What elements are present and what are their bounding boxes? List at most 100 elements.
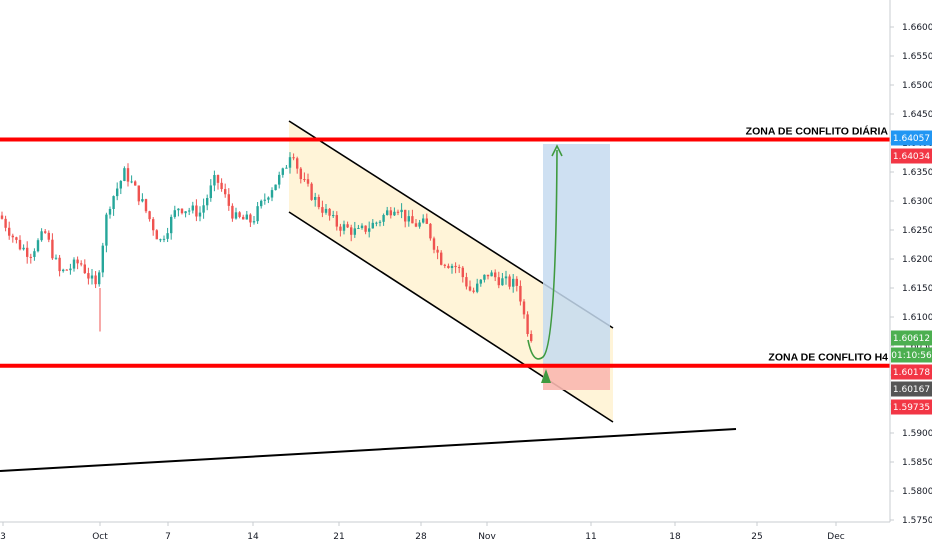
candle-body [321,207,324,213]
candle-body [339,226,342,231]
price-badge-text: 1.60178 [893,368,930,378]
upper-zone-label: ZONA DE CONFLITO DIÁRIA [746,125,889,138]
y-tick-label: 1.64500 [902,110,932,120]
time-axis[interactable]: 3 Oct 7 14 21 28 Nov 11 18 25 Dec [0,521,890,542]
candle-body [526,314,529,335]
price-badge: 1.60178 [891,364,932,380]
price-badge-text: 1.64034 [893,152,930,162]
candle-body [108,208,112,215]
price-badge-text: 1.64057 [893,134,930,144]
candle-body [497,277,500,286]
price-axis[interactable]: 1.660001.655001.650001.645001.640001.635… [889,0,932,526]
candle-body [242,216,245,220]
price-badge: 1.60167 [891,381,932,397]
candle-body [83,264,86,274]
candle-body [134,181,137,186]
candle-body [166,233,169,239]
price-badge-bg [891,347,932,363]
y-tick-label: 1.57500 [902,516,932,526]
candle-body [508,276,511,287]
candle-body [173,210,176,217]
candle-body [303,179,306,181]
candle-body [368,228,371,232]
candle-body [324,208,328,213]
candle-body [501,278,504,286]
candle-body [504,276,508,279]
price-badges: 1.64057 1.64034 1.60612 01:10:56 1.60178 1.60… [891,130,932,415]
lower-zone-label: ZONA DE CONFLITO H4 [768,352,888,364]
candle-body [213,175,216,186]
candle-body [195,205,198,217]
candle-body [432,238,436,250]
x-tick-label: Dec [827,532,844,542]
drawings: ZONA DE CONFLITO DIÁRIA ZONA DE CONFLITO … [0,120,890,472]
candle-body [292,157,295,159]
candle-body [249,214,252,223]
candle-body [188,210,191,212]
candle-body [260,200,263,207]
price-badge: 1.59735 [891,399,932,415]
candle-body [0,215,4,219]
candles [0,152,533,343]
candle-body [494,272,497,278]
candle-body [224,189,227,195]
candle-body [72,259,76,269]
candle-body [285,167,288,169]
candle-body [4,218,7,228]
candle-body [479,279,482,284]
candle-body [8,227,11,236]
candle-body [152,219,155,231]
candle-body [472,290,475,292]
x-tick-label: 11 [585,532,596,542]
candle-body [317,196,320,208]
candle-body [346,224,349,228]
candle-body [490,272,493,277]
candle-body [234,212,238,219]
price-badge-text: 01:10:56 [891,351,932,361]
candle-body [227,194,230,206]
candle-body [296,158,299,169]
candle-body [407,216,410,222]
candle-body [461,267,464,278]
y-tick-label: 1.58500 [902,458,932,468]
candle-body [54,257,58,259]
price-badge-text: 1.60167 [893,385,930,395]
candle-body [274,184,277,191]
candle-body [198,212,202,217]
y-tick-label: 1.61500 [902,284,932,294]
candle-body [522,301,526,315]
candle-body [486,274,490,277]
candle-body [47,232,50,240]
candle-body [447,265,450,269]
stop-zone [543,365,610,390]
candle-body [155,230,158,240]
candle-body [177,208,180,211]
projection-arrowhead [551,144,563,157]
price-badge: 1.60612 [891,330,932,346]
candle-body [450,265,454,269]
candle-body [440,252,443,265]
y-tick-label: 1.66000 [902,23,932,33]
candle-body [371,222,374,229]
candle-body [170,216,173,234]
candle-body [306,179,310,184]
candle-body [512,278,515,287]
channel-fill [289,121,613,422]
candle-body [22,247,25,250]
price-badge-bg [891,130,932,146]
candle-body [335,215,338,227]
candle-body [393,211,396,216]
candle-body [137,185,140,202]
candle-body [98,272,101,285]
candle-body [159,239,162,241]
entry-arrow-icon [541,369,551,383]
projection-curve [527,149,558,360]
candle-body [220,182,223,190]
candle-body [90,275,94,279]
candle-body [130,181,133,183]
price-badge: 1.64034 [891,148,932,164]
candle-body [80,263,83,265]
candle-body [216,175,220,183]
candle-body [314,196,317,200]
